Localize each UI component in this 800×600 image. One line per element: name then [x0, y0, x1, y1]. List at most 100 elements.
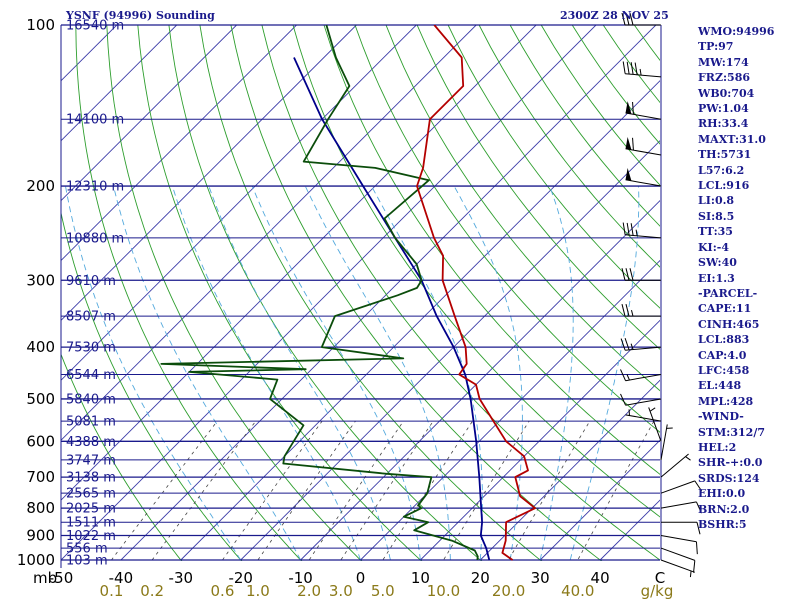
wind-barb	[648, 407, 662, 442]
isotherm-line	[61, 25, 178, 142]
wind-barb	[621, 303, 661, 317]
wind-barb	[621, 12, 661, 26]
height-label: 3138 m	[66, 471, 116, 486]
dry-adiabat-line	[478, 25, 660, 268]
wind-barb	[620, 338, 662, 351]
wind-barbs	[620, 12, 703, 578]
dry-adiabat-line	[385, 25, 660, 392]
mixing-ratio-line	[256, 420, 356, 561]
temperature-tick-label: -50	[49, 569, 74, 587]
wind-barb	[625, 409, 662, 422]
index-entry: CINH:465	[698, 317, 760, 331]
height-label: 10880 m	[66, 231, 124, 246]
index-entry: CAP:4.0	[698, 348, 747, 362]
temperature-tick-label: 20	[471, 569, 490, 587]
wind-barb	[660, 501, 702, 514]
height-label: 14100 m	[66, 113, 124, 128]
height-label: 103 m	[66, 554, 108, 569]
isotherm-line	[61, 25, 537, 501]
temperature-tick-label: -30	[169, 569, 194, 587]
index-entry: MAXT:31.0	[698, 132, 766, 146]
height-label: 2025 m	[66, 502, 116, 517]
wind-barb	[660, 547, 696, 573]
index-entry: BRN:2.0	[698, 502, 750, 516]
temperature-axis-labels: -50 -40 -30 -20 -10 0 10 20 30 40 C	[49, 569, 665, 587]
station-title: YSNF (94996) Sounding	[66, 9, 215, 22]
temperature-line	[416, 25, 536, 561]
mixing-ratio-tick-label: 10.0	[427, 582, 460, 600]
dry-adiabat-line	[75, 25, 303, 561]
index-entry: SHR-+:0.0	[698, 456, 763, 470]
wind-barb	[621, 268, 661, 281]
index-entry: -PARCEL-	[698, 286, 758, 300]
wind-barb	[625, 136, 662, 156]
background-lines	[61, 25, 660, 561]
wind-barb	[660, 453, 691, 478]
isotherm-line	[240, 140, 660, 561]
temperature-tick-label: -40	[109, 569, 134, 587]
index-entry: EL:448	[698, 379, 742, 393]
index-entry: LFC:458	[698, 363, 750, 377]
index-entry: TT:35	[698, 225, 733, 239]
index-entry: EHI:0.0	[698, 487, 746, 501]
dry-adiabat-line	[261, 25, 660, 561]
index-entry: -WIND-	[698, 410, 744, 424]
height-label: 8507 m	[66, 310, 116, 325]
height-label: 12310 m	[66, 180, 124, 195]
height-label: 1022 m	[66, 529, 116, 544]
mixing-ratio-tick-label: g/kg	[641, 582, 674, 600]
height-label: 1511 m	[66, 516, 116, 531]
index-entry: CAPE:11	[698, 302, 752, 316]
dry-adiabat-line	[323, 25, 660, 475]
pressure-unit-label: mb	[33, 569, 57, 587]
index-entry: RH:33.4	[698, 117, 749, 131]
index-entry: TP:97	[698, 40, 734, 54]
pressure-axis-labels: 100 200 300 400 500 600 700 800 900 1000	[17, 16, 55, 569]
index-entry: LCL:883	[698, 333, 750, 347]
temperature-tick-label: C	[655, 569, 665, 587]
index-entry: PW:1.04	[698, 102, 749, 116]
isotherm-line	[300, 199, 660, 561]
dry-adiabat-line	[292, 25, 660, 518]
pressure-tick-label: 300	[26, 271, 55, 289]
temperature-tick-label: 40	[591, 569, 610, 587]
mixing-ratio-tick-label: 40.0	[561, 582, 594, 600]
pressure-tick-label: 800	[26, 499, 55, 517]
isotherm-line	[539, 439, 660, 561]
height-labels: 16540 m 14100 m 12310 m 10880 m 9610 m 8507 m…	[66, 19, 124, 569]
index-entry: SW:40	[698, 256, 737, 270]
index-entry: L57:6.2	[698, 163, 745, 177]
temperature-tick-label: 30	[531, 569, 550, 587]
dry-adiabat-line	[168, 25, 483, 561]
parcel-trace-line	[293, 57, 491, 561]
pressure-tick-label: 1000	[17, 551, 55, 569]
wind-barb	[622, 222, 662, 239]
index-entry: FRZ:586	[698, 71, 751, 85]
moist-adiabat-line	[113, 185, 302, 561]
index-entry: WB0:704	[698, 86, 755, 100]
height-label: 5840 m	[66, 392, 116, 407]
index-entry: LCL:916	[698, 179, 750, 193]
mixing-ratio-line	[442, 420, 530, 561]
temperature-tick-label: -20	[228, 569, 253, 587]
moist-adiabat-line	[208, 185, 391, 561]
pressure-tick-label: 500	[26, 390, 55, 408]
wind-barb	[625, 167, 662, 187]
mixing-ratio-labels: 0.1 0.2 0.6 1.0 2.0 3.0 5.0 10.0 20.0 40.0 g/kg	[100, 582, 674, 600]
mixing-ratio-tick-label: 2.0	[297, 582, 321, 600]
dry-adiabat-line	[61, 210, 243, 561]
pressure-tick-label: 700	[26, 468, 55, 486]
wind-barb	[660, 535, 698, 555]
index-entry: LI:0.8	[698, 194, 735, 208]
isotherm-line	[61, 25, 477, 441]
wind-barb	[660, 424, 673, 460]
index-entry: MW:174	[698, 55, 749, 69]
isotherm-line	[479, 379, 660, 561]
wind-barb	[661, 521, 701, 535]
pressure-tick-label: 600	[26, 432, 55, 450]
mixing-ratio-line	[339, 420, 434, 561]
isotherm-line	[61, 25, 237, 202]
pressure-tick-label: 400	[26, 338, 55, 356]
